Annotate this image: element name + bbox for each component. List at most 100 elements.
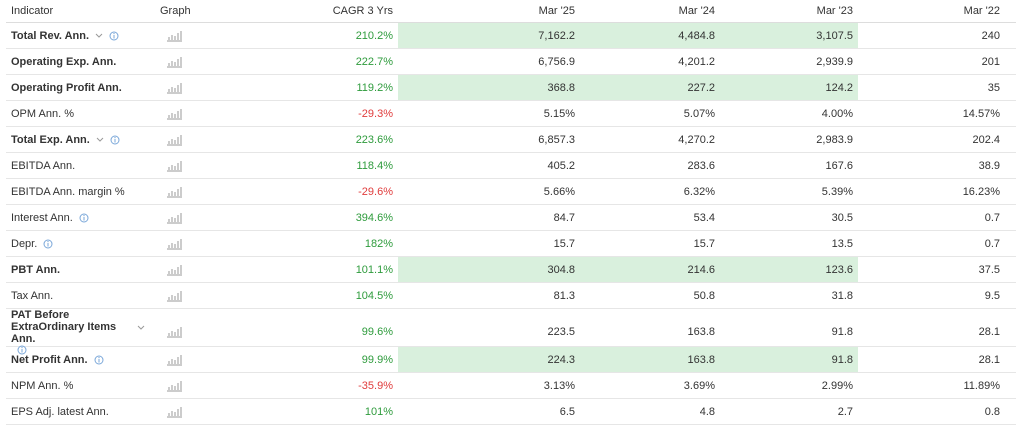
header-cell: Mar '22 xyxy=(963,5,1000,17)
table-row: EBITDA Ann. 118.4% 405.2 283.6 167.6 38.9 xyxy=(6,153,1016,179)
header-cell: Mar '24 xyxy=(678,5,715,17)
graph-cell xyxy=(155,399,205,424)
header-cell: Mar '23 xyxy=(816,5,853,17)
cagr-cell: 101% xyxy=(364,405,393,418)
value-cell: 0.7 xyxy=(984,237,1000,250)
value-cell: 304.8 xyxy=(398,257,580,282)
info-icon[interactable] xyxy=(43,239,53,249)
expand-chevron[interactable] xyxy=(96,136,104,143)
graph-icon[interactable] xyxy=(166,380,183,392)
indicator-label: EPS Adj. latest Ann. xyxy=(11,405,109,418)
graph-icon[interactable] xyxy=(166,212,183,224)
value-cell: 3.13% xyxy=(543,379,575,392)
cagr-cell: 222.7% xyxy=(355,55,393,68)
expand-chevron[interactable] xyxy=(95,32,103,39)
value-cell: 163.8 xyxy=(687,326,715,338)
value-cell: 4,270.2 xyxy=(678,133,715,146)
value-cell: 6.5 xyxy=(559,405,575,418)
value-cell: 167.6 xyxy=(825,159,853,172)
value-cell: 14.57% xyxy=(962,107,1000,120)
expand-chevron[interactable] xyxy=(137,324,145,331)
table-row: PAT Before ExtraOrdinary Items Ann. 99.6%… xyxy=(6,309,1016,355)
value-cell: 123.6 xyxy=(720,257,858,282)
cagr-cell: 101.1% xyxy=(355,263,393,276)
table-row: Tax Ann. 104.5% 81.3 50.8 31.8 9.5 xyxy=(6,283,1016,309)
value-cell: 240 xyxy=(981,29,1000,42)
indicator-label: Operating Profit Ann. xyxy=(11,81,122,94)
table-row: EPS Adj. latest Ann. 101% 6.5 4.8 2.7 0.8 xyxy=(6,399,1016,425)
graph-icon[interactable] xyxy=(166,160,183,172)
value-cell: 35 xyxy=(987,81,1000,94)
graph-icon[interactable] xyxy=(166,354,183,366)
indicator-label: Interest Ann. xyxy=(11,211,73,224)
value-cell: 0.8 xyxy=(984,405,1000,418)
cagr-cell: 182% xyxy=(364,237,393,250)
graph-icon[interactable] xyxy=(166,264,183,276)
table-row: OPM Ann. % -29.3% 5.15% 5.07% 4.00% 14.57% xyxy=(6,101,1016,127)
value-cell: 31.8 xyxy=(831,289,853,302)
graph-icon[interactable] xyxy=(166,82,183,94)
info-icon[interactable] xyxy=(110,135,120,145)
graph-cell xyxy=(155,347,205,372)
cagr-cell: -35.9% xyxy=(358,379,393,392)
value-cell: 405.2 xyxy=(547,159,575,172)
indicator-label: NPM Ann. % xyxy=(11,379,74,392)
header-cell: Graph xyxy=(160,5,191,17)
indicator-label: Depr. xyxy=(11,237,38,250)
graph-icon[interactable] xyxy=(166,56,183,68)
graph-icon[interactable] xyxy=(166,30,183,42)
graph-icon[interactable] xyxy=(166,406,183,418)
value-cell: 2,983.9 xyxy=(816,133,853,146)
indicator-cell: Total Rev. Ann. xyxy=(6,23,155,48)
graph-cell xyxy=(155,101,205,126)
graph-icon[interactable] xyxy=(166,186,183,198)
indicator-label: OPM Ann. % xyxy=(11,107,74,120)
graph-cell xyxy=(155,283,205,308)
cagr-cell: 104.5% xyxy=(355,289,393,302)
value-cell: 38.9 xyxy=(978,159,1000,172)
graph-cell xyxy=(155,75,205,100)
info-icon[interactable] xyxy=(109,31,119,41)
graph-icon[interactable] xyxy=(166,290,183,302)
header-cell: CAGR 3 Yrs xyxy=(332,5,393,17)
header-row: Indicator Graph CAGR 3 Yrs Mar '25 Mar '24 Ma… xyxy=(6,0,1016,23)
value-cell: 283.6 xyxy=(687,159,715,172)
value-cell: 5.15% xyxy=(543,107,575,120)
indicator-label: Net Profit Ann. xyxy=(11,353,88,366)
graph-cell xyxy=(155,179,205,204)
graph-icon[interactable] xyxy=(166,238,183,250)
value-cell: 214.6 xyxy=(580,257,720,282)
value-cell: 4.00% xyxy=(821,107,853,120)
indicator-cell: EBITDA Ann. xyxy=(6,153,155,178)
indicator-cell: Operating Exp. Ann. xyxy=(6,49,155,74)
cagr-cell: 119.2% xyxy=(356,81,394,94)
graph-icon[interactable] xyxy=(166,108,183,120)
value-cell: 2,939.9 xyxy=(816,55,853,68)
value-cell: 16.23% xyxy=(962,185,1000,198)
info-icon[interactable] xyxy=(94,355,104,365)
value-cell: 28.1 xyxy=(978,353,1000,366)
value-cell: 368.8 xyxy=(398,75,580,100)
graph-icon[interactable] xyxy=(166,326,183,338)
info-icon[interactable] xyxy=(17,345,27,355)
value-cell: 53.4 xyxy=(693,211,715,224)
value-cell: 11.89% xyxy=(963,379,1001,392)
table-row: Depr. 182% 15.7 15.7 13.5 0.7 xyxy=(6,231,1016,257)
value-cell: 37.5 xyxy=(978,263,1000,276)
info-icon[interactable] xyxy=(79,213,89,223)
financial-table: Indicator Graph CAGR 3 Yrs Mar '25 Mar '24 Ma… xyxy=(6,0,1016,425)
indicator-cell: Total Exp. Ann. xyxy=(6,127,155,152)
value-cell: 5.66% xyxy=(543,185,575,198)
graph-icon[interactable] xyxy=(166,134,183,146)
indicator-label: Operating Exp. Ann. xyxy=(11,55,117,68)
value-cell: 223.5 xyxy=(547,326,575,338)
graph-cell xyxy=(155,127,205,152)
value-cell: 3,107.5 xyxy=(720,23,858,48)
cagr-cell: 99.6% xyxy=(361,326,393,338)
indicator-cell: PBT Ann. xyxy=(6,257,155,282)
graph-cell xyxy=(155,257,205,282)
indicator-label: Total Exp. Ann. xyxy=(11,133,90,146)
cagr-cell: -29.3% xyxy=(358,107,393,120)
table-row: Interest Ann. 394.6% 84.7 53.4 30.5 0.7 xyxy=(6,205,1016,231)
indicator-cell: PAT Before ExtraOrdinary Items Ann. xyxy=(6,309,155,355)
